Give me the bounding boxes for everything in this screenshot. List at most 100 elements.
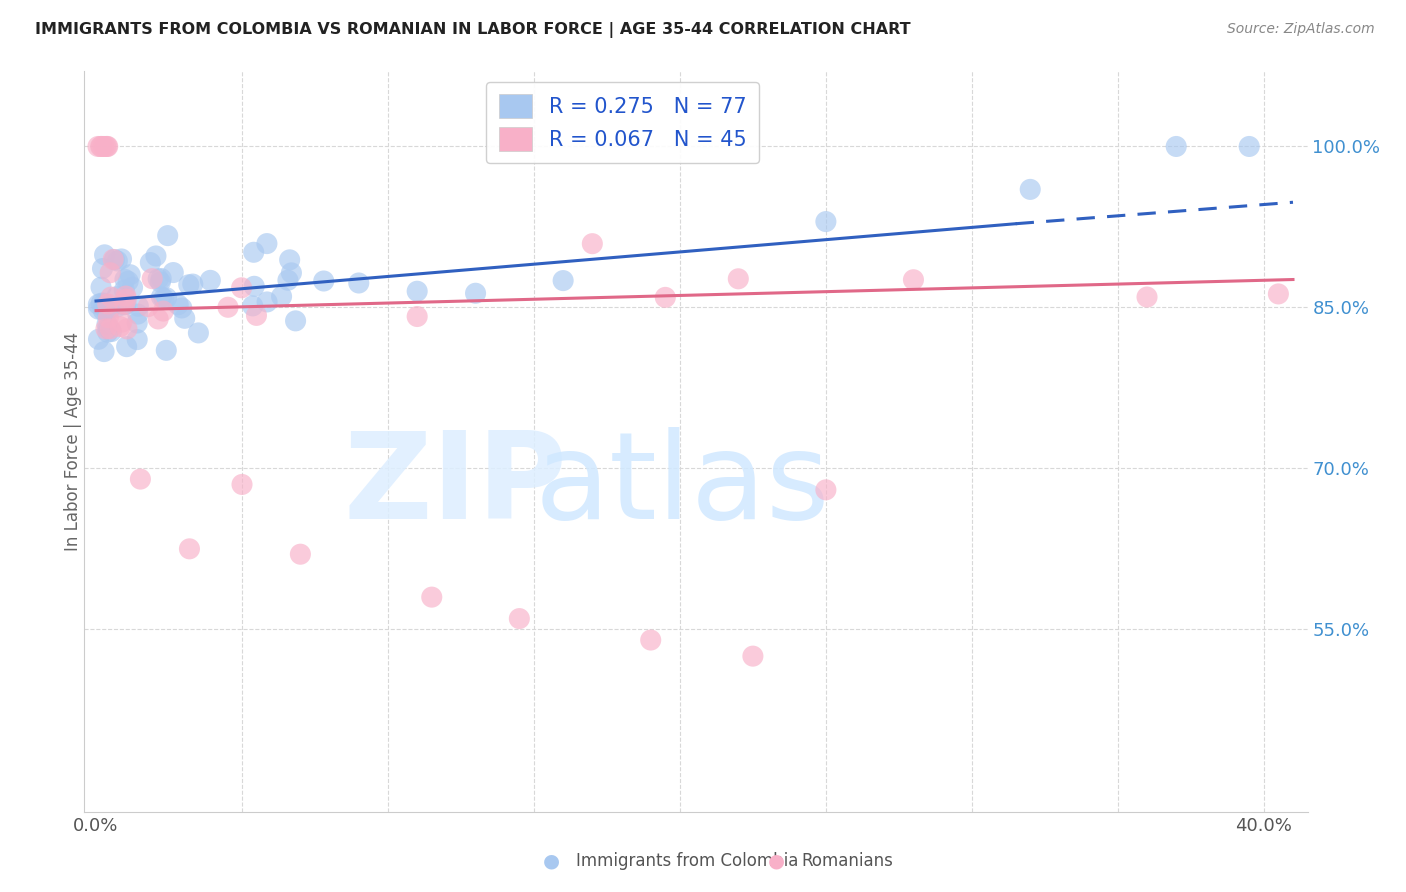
Point: [117, 274, 139, 288]
Point: [114, 272, 136, 286]
Point: [87, 297, 110, 311]
Text: ●: ●: [543, 851, 560, 871]
Point: [256, 236, 278, 251]
Point: [105, 290, 128, 304]
Text: atlas: atlas: [534, 427, 831, 544]
Point: [96, 139, 118, 153]
Point: [97, 297, 120, 311]
Point: [103, 252, 125, 267]
Point: [149, 275, 172, 289]
Point: [87, 139, 110, 153]
Point: [167, 298, 190, 312]
Point: [464, 286, 486, 301]
Point: [903, 273, 925, 287]
Point: [654, 290, 676, 304]
Point: [97, 325, 120, 339]
Point: [177, 277, 200, 292]
Point: [280, 266, 302, 280]
Point: [127, 299, 149, 313]
Point: [90, 296, 112, 310]
Point: [420, 590, 443, 604]
Point: [243, 279, 266, 293]
Point: [181, 277, 204, 291]
Point: [111, 315, 134, 329]
Point: [814, 483, 837, 497]
Point: [121, 280, 143, 294]
Point: [156, 228, 179, 243]
Point: [814, 214, 837, 228]
Point: [347, 276, 370, 290]
Point: [139, 255, 162, 269]
Point: [120, 268, 142, 282]
Point: [1237, 139, 1260, 153]
Text: ●: ●: [768, 851, 785, 871]
Point: [115, 340, 138, 354]
Point: [741, 649, 763, 664]
Point: [173, 311, 195, 326]
Point: [87, 302, 110, 317]
Point: [90, 280, 112, 294]
Point: [278, 252, 301, 267]
Point: [129, 472, 152, 486]
Text: Source: ZipAtlas.com: Source: ZipAtlas.com: [1227, 22, 1375, 37]
Point: [406, 310, 429, 324]
Point: [105, 254, 128, 268]
Point: [114, 297, 136, 311]
Point: [112, 283, 135, 297]
Text: Romanians: Romanians: [801, 852, 893, 870]
Point: [277, 273, 299, 287]
Point: [162, 266, 184, 280]
Point: [270, 289, 292, 303]
Point: [97, 139, 120, 153]
Point: [98, 322, 121, 336]
Point: [284, 314, 307, 328]
Point: [127, 307, 149, 321]
Point: [108, 319, 131, 334]
Point: [406, 285, 429, 299]
Point: [127, 316, 149, 330]
Point: [115, 322, 138, 336]
Point: [100, 325, 122, 339]
Point: [312, 274, 335, 288]
Y-axis label: In Labor Force | Age 35-44: In Labor Force | Age 35-44: [65, 332, 82, 551]
Point: [115, 292, 138, 306]
Point: [91, 261, 114, 276]
Point: [508, 611, 530, 625]
Point: [1166, 139, 1188, 153]
Point: [93, 139, 115, 153]
Point: [245, 309, 267, 323]
Point: [146, 312, 169, 326]
Point: [727, 272, 749, 286]
Point: [290, 547, 312, 561]
Point: [112, 298, 135, 312]
Point: [152, 304, 174, 318]
Point: [110, 252, 132, 266]
Point: [97, 310, 120, 325]
Point: [91, 303, 114, 318]
Point: [98, 301, 121, 315]
Point: [96, 317, 118, 331]
Point: [1267, 287, 1289, 301]
Point: [103, 252, 125, 267]
Point: [1136, 290, 1159, 304]
Point: [200, 273, 222, 287]
Point: [156, 291, 179, 305]
Point: [98, 266, 121, 280]
Point: [242, 245, 264, 260]
Point: [179, 541, 201, 556]
Point: [150, 290, 173, 304]
Point: [94, 322, 117, 336]
Point: [115, 289, 138, 303]
Point: [242, 299, 264, 313]
Point: [155, 343, 177, 358]
Point: [96, 303, 118, 318]
Point: [187, 326, 209, 340]
Text: Immigrants from Colombia: Immigrants from Colombia: [576, 852, 799, 870]
Legend: R = 0.275   N = 77, R = 0.067   N = 45: R = 0.275 N = 77, R = 0.067 N = 45: [486, 82, 759, 163]
Point: [93, 296, 115, 310]
Point: [256, 295, 278, 310]
Point: [1019, 182, 1042, 196]
Point: [231, 477, 253, 491]
Point: [146, 272, 169, 286]
Point: [97, 321, 120, 335]
